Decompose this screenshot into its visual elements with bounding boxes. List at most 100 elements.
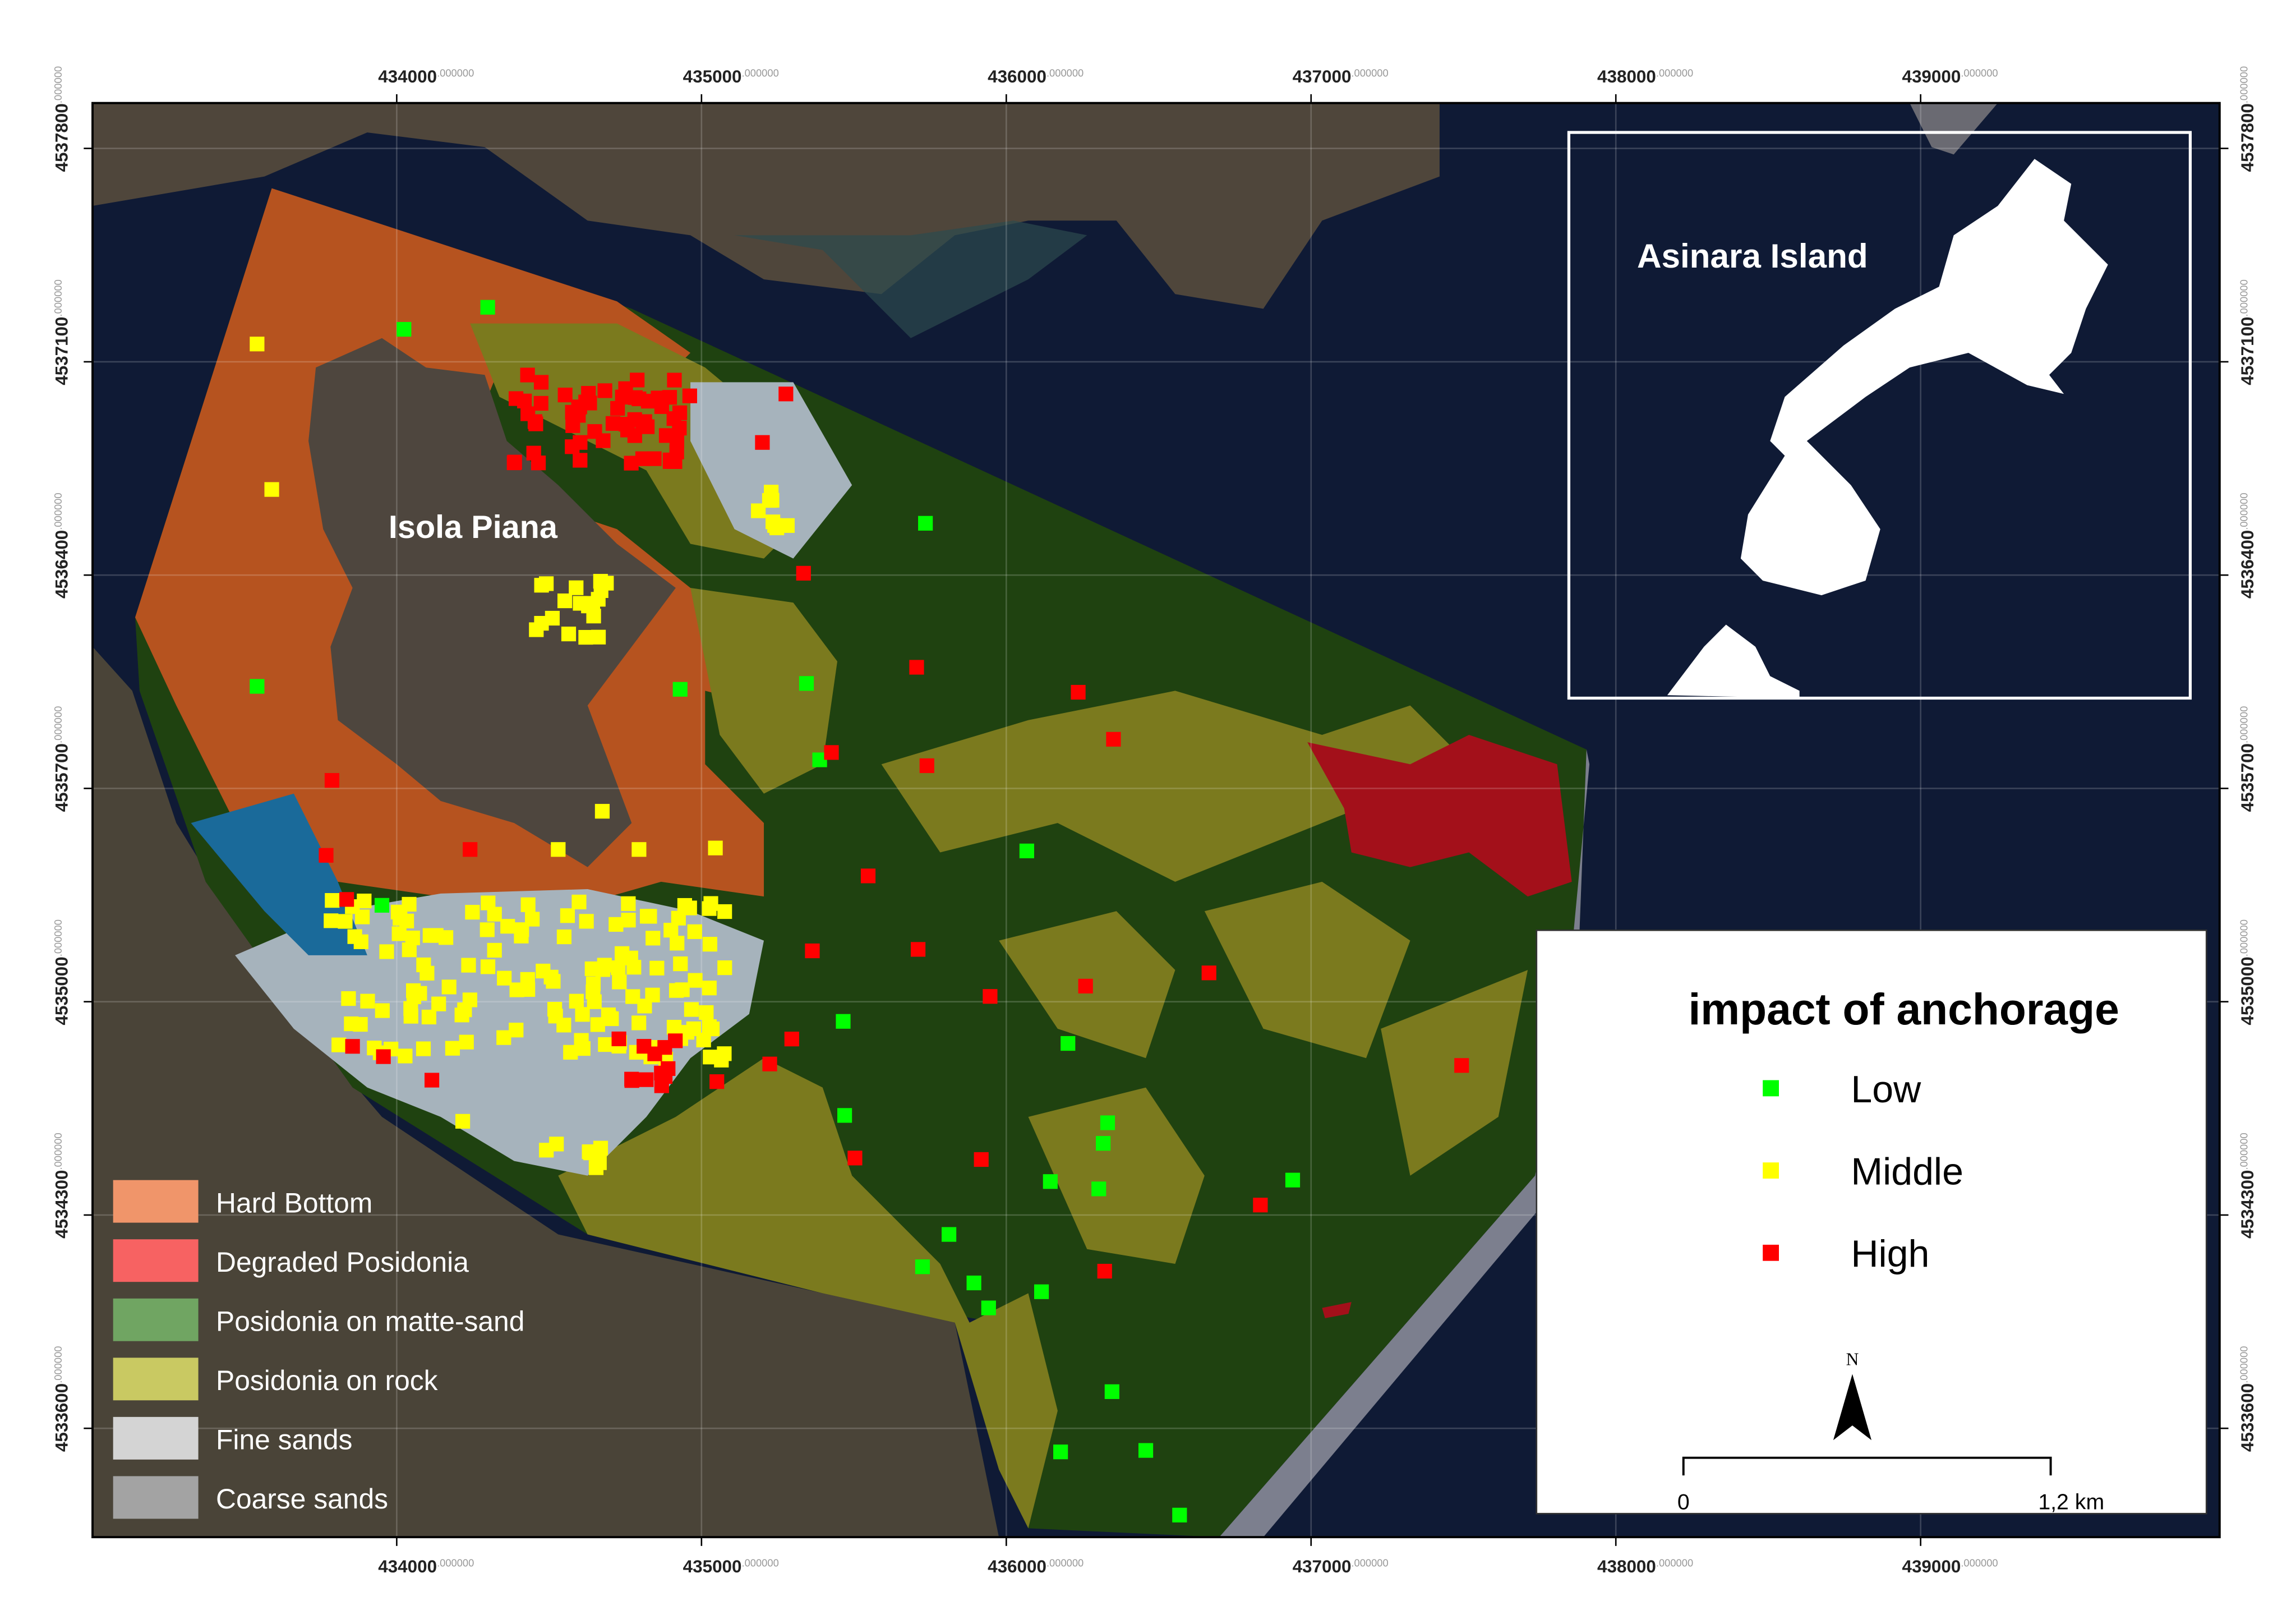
anchorage-point xyxy=(593,574,608,589)
anchorage-point xyxy=(1253,1198,1268,1213)
anchorage-point xyxy=(805,943,820,959)
anchorage-point xyxy=(847,1151,863,1166)
fine-sands xyxy=(690,382,852,559)
anchorage-point xyxy=(702,901,717,916)
anchorage-point xyxy=(1172,1507,1187,1522)
anchorage-point xyxy=(623,950,638,965)
legend-label: Low xyxy=(1851,1068,1921,1111)
anchorage-point xyxy=(1104,1384,1119,1399)
anchorage-point xyxy=(709,1074,725,1089)
anchorage-point xyxy=(402,896,417,912)
legend-swatch xyxy=(113,1180,199,1223)
anchorage-point xyxy=(647,451,662,466)
anchorage-point xyxy=(974,1152,989,1167)
anchorage-point xyxy=(531,456,546,471)
anchorage-point xyxy=(376,1049,391,1064)
anchorage-point xyxy=(360,993,375,1009)
anchorage-point xyxy=(860,868,876,884)
tick-suffix: .000000 xyxy=(2238,919,2250,956)
legend-title: impact of anchorage xyxy=(1688,984,2119,1034)
anchorage-point xyxy=(764,485,779,500)
anchorage-point xyxy=(662,390,677,405)
anchorage-point xyxy=(621,913,636,928)
anchorage-point xyxy=(605,416,621,431)
anchorage-point xyxy=(621,896,636,911)
anchorage-point xyxy=(416,1041,431,1056)
anchorage-point xyxy=(708,840,723,855)
anchorage-point xyxy=(412,986,427,1001)
tick-suffix: .000000 xyxy=(52,1346,64,1383)
tick-suffix: .000000 xyxy=(2238,279,2250,316)
x-tick-label: 435000.000000 xyxy=(683,67,779,86)
y-tick-label: 4535700.000000 xyxy=(52,706,71,812)
tick-suffix: .000000 xyxy=(742,67,779,79)
tick-value: 4537800 xyxy=(52,103,71,172)
anchorage-point xyxy=(487,942,502,958)
rock-mid xyxy=(690,588,838,794)
anchorage-point xyxy=(639,1072,654,1087)
anchorage-point xyxy=(983,989,998,1004)
anchorage-point xyxy=(533,375,549,390)
anchorage-point xyxy=(588,1160,604,1175)
anchorage-point xyxy=(824,745,839,760)
anchorage-point xyxy=(393,910,408,926)
anchorage-point xyxy=(560,908,575,923)
rock-south xyxy=(558,1058,1058,1529)
anchorage-point xyxy=(480,300,495,315)
anchorage-point xyxy=(527,414,543,429)
anchorage-point xyxy=(591,592,606,607)
anchorage-point xyxy=(459,1034,474,1050)
anchorage-point xyxy=(668,983,684,998)
tick-value: 4533600 xyxy=(52,1383,71,1452)
anchorage-point xyxy=(338,914,353,929)
y-tick-label: 4534300.000000 xyxy=(52,1133,71,1239)
y-tick-label: 4533600.000000 xyxy=(2238,1346,2257,1452)
anchorage-point xyxy=(397,321,412,337)
anchorage-point xyxy=(324,773,340,788)
anchorage-point xyxy=(672,405,688,420)
anchorage-point xyxy=(509,1023,524,1038)
anchorage-point xyxy=(766,514,781,530)
tick-suffix: .000000 xyxy=(1046,1557,1084,1569)
anchorage-point xyxy=(250,679,265,694)
tick-value: 438000 xyxy=(1597,1557,1656,1576)
anchorage-point xyxy=(379,944,394,959)
anchorage-point xyxy=(353,1016,368,1032)
anchorage-point xyxy=(909,660,924,675)
anchorage-point xyxy=(545,610,560,626)
y-tick-label: 4537100.000000 xyxy=(52,279,71,385)
anchorage-point xyxy=(405,930,420,946)
legend-swatch xyxy=(113,1476,199,1519)
anchorage-point xyxy=(667,372,682,388)
anchorage-point xyxy=(480,922,495,937)
x-tick-label: 437000.000000 xyxy=(1293,67,1389,86)
anchorage-point xyxy=(687,924,702,939)
anchorage-point xyxy=(533,395,548,411)
anchorage-point xyxy=(539,576,554,591)
anchorage-point xyxy=(703,1050,718,1065)
anchorage-point xyxy=(514,928,529,944)
x-tick-label: 436000.000000 xyxy=(988,67,1084,86)
north-arrow xyxy=(1833,1374,1872,1441)
anchorage-point xyxy=(375,1003,390,1018)
x-tick-label: 439000.000000 xyxy=(1902,1557,1998,1576)
anchorage-point xyxy=(525,912,540,927)
anchorage-point xyxy=(1097,1263,1112,1279)
anchorage-point xyxy=(646,931,661,946)
tick-value: 435000 xyxy=(683,1557,742,1576)
tick-suffix: .000000 xyxy=(2238,1346,2250,1383)
anchorage-point xyxy=(1100,1115,1115,1130)
anchorage-point xyxy=(1078,978,1093,993)
rock-east xyxy=(881,691,1469,882)
anchorage-point xyxy=(619,417,634,432)
tick-suffix: .000000 xyxy=(52,66,64,103)
anchorage-point xyxy=(1201,965,1216,981)
anchorage-point xyxy=(673,956,688,972)
legend-label: Degraded Posidonia xyxy=(216,1246,469,1278)
x-tick-label: 438000.000000 xyxy=(1597,1557,1693,1576)
anchorage-point xyxy=(637,999,652,1014)
rock-patch xyxy=(1028,1087,1205,1264)
anchorage-point xyxy=(649,960,665,976)
legend-label: High xyxy=(1851,1232,1929,1275)
scale-start: 0 xyxy=(1677,1489,1690,1514)
